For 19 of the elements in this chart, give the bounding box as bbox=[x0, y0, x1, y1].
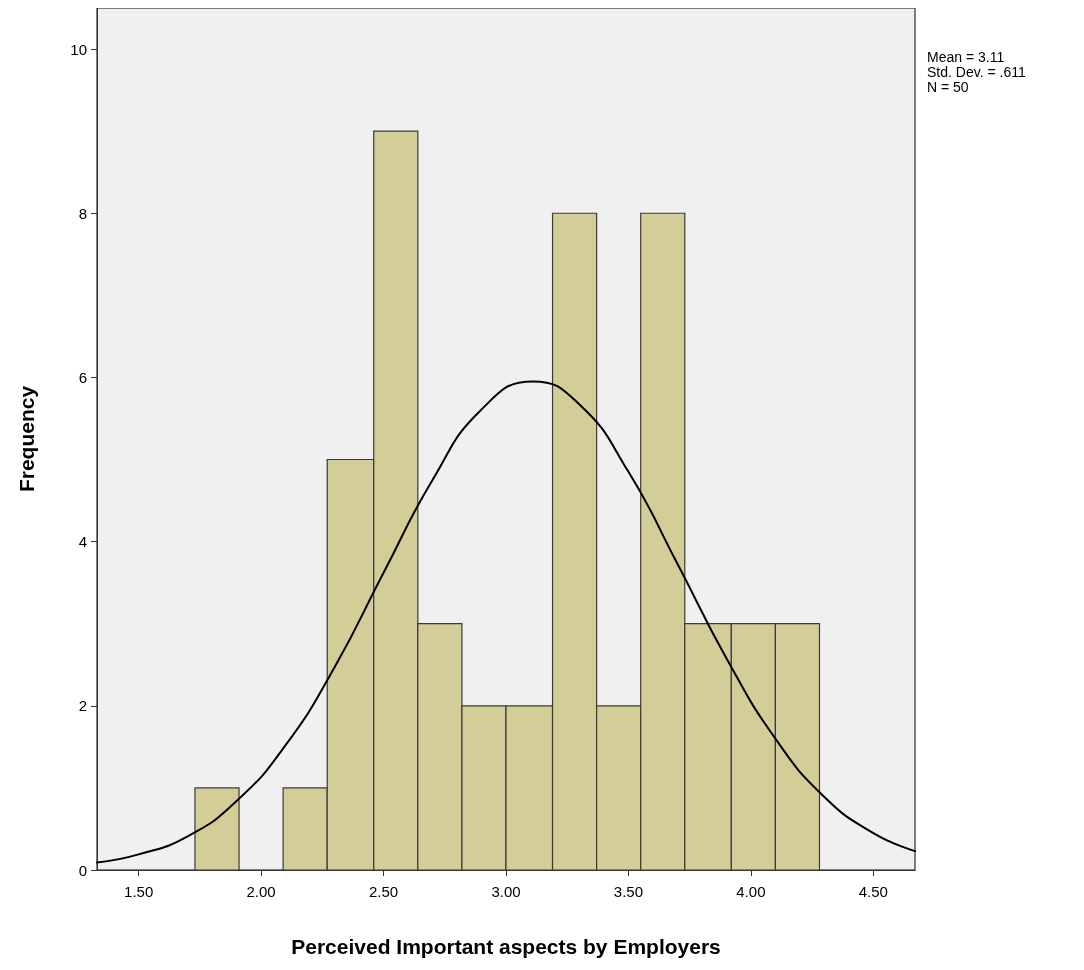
x-tick-label: 3.00 bbox=[491, 883, 521, 900]
y-tick-label: 6 bbox=[78, 368, 87, 386]
y-tick-label: 2 bbox=[78, 697, 87, 715]
y-tick-label: 0 bbox=[78, 861, 87, 879]
x-tick-label: 4.50 bbox=[858, 883, 888, 900]
x-tick-label: 3.50 bbox=[613, 883, 644, 900]
text: N = 50 bbox=[927, 79, 969, 95]
x-tick-label: 1.50 bbox=[124, 883, 154, 900]
text: Mean = 3.11 bbox=[927, 49, 1005, 65]
y-tick-label: 4 bbox=[78, 533, 87, 551]
x-axis-title: Perceived Important aspects by Employers bbox=[291, 935, 721, 958]
x-tick-label: 2.50 bbox=[368, 883, 399, 900]
x-tick-label: 2.00 bbox=[246, 883, 276, 900]
y-axis-title: Frequency bbox=[15, 385, 38, 493]
line-series bbox=[96, 380, 916, 864]
x-tick-label: 4.00 bbox=[736, 883, 766, 900]
y-tick-label: 10 bbox=[70, 40, 87, 58]
text: Std. Dev. = .611 bbox=[927, 64, 1026, 80]
y-tick-label: 8 bbox=[78, 204, 87, 222]
